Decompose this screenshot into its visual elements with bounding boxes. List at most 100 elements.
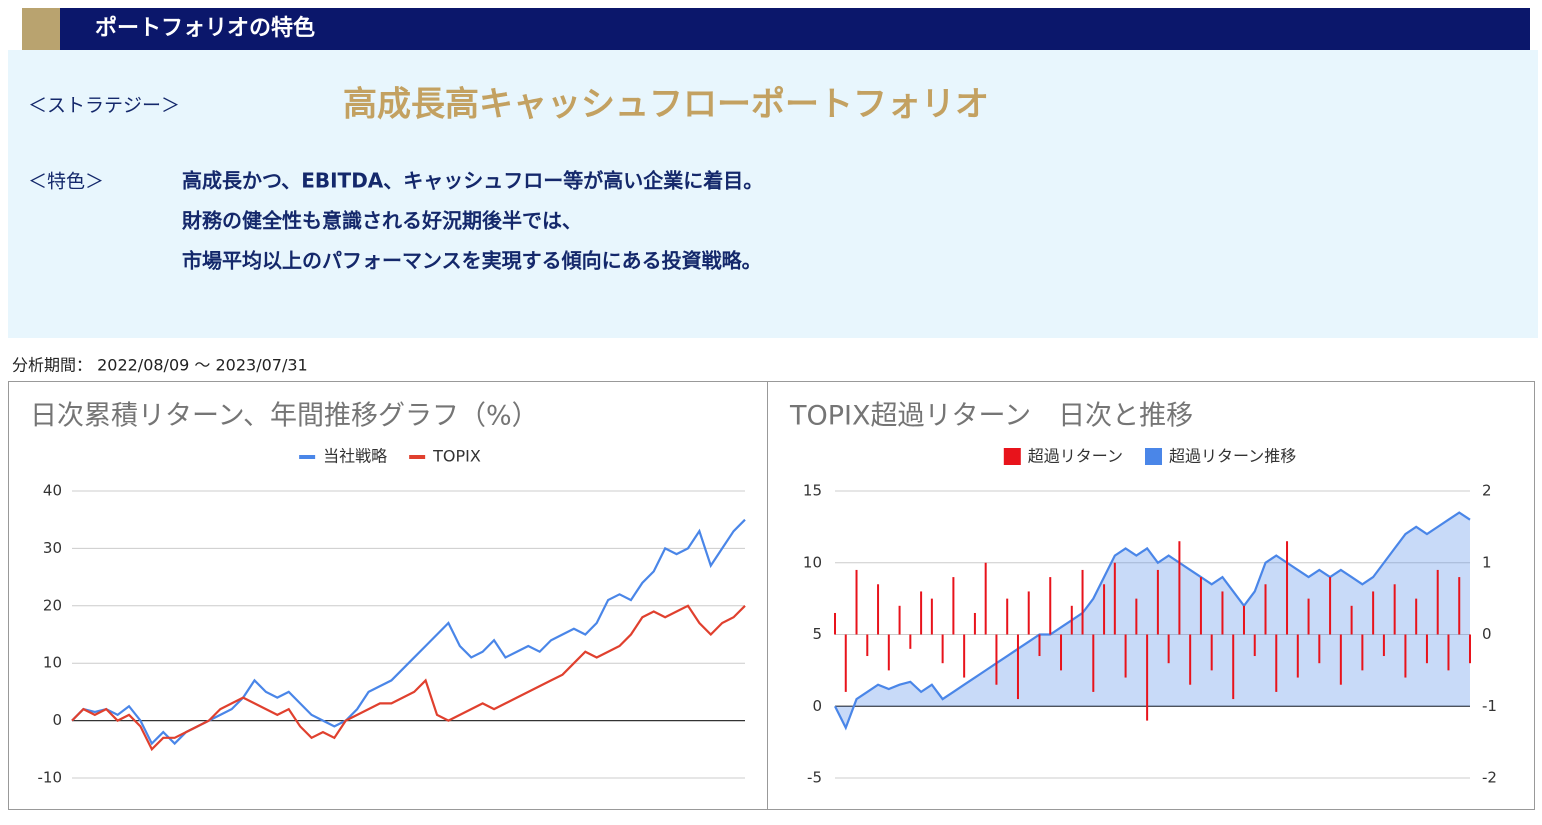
bar	[1156, 569, 1159, 635]
y-tick-label: 10	[803, 553, 822, 571]
bar	[1329, 577, 1332, 635]
bar	[1221, 591, 1224, 635]
bar	[1016, 634, 1019, 700]
strategy-name: 高成長高キャッシュフローポートフォリオ	[343, 85, 989, 125]
bar	[1350, 605, 1353, 635]
bar	[1070, 605, 1073, 635]
chart-frame	[8, 381, 768, 810]
bar	[887, 634, 890, 671]
bar	[1135, 598, 1138, 635]
bar	[855, 569, 858, 635]
y-tick-label: 15	[803, 482, 822, 500]
bar	[1264, 584, 1267, 635]
y2-tick-label: -2	[1482, 769, 1497, 787]
bar	[973, 612, 976, 635]
bar	[1253, 634, 1256, 657]
bar	[877, 584, 880, 635]
bar	[1382, 634, 1385, 657]
bar	[1060, 634, 1063, 671]
bar	[1286, 541, 1289, 635]
bar	[1146, 634, 1149, 721]
bar	[834, 612, 836, 635]
legend-label: 当社戦略	[323, 447, 387, 466]
bar	[909, 634, 912, 649]
bar	[1242, 605, 1245, 635]
bar	[1436, 569, 1439, 635]
y-tick-label: 20	[43, 596, 62, 614]
bar	[1199, 577, 1202, 635]
bar	[1361, 634, 1364, 671]
chart-frame	[767, 381, 1535, 810]
legend-swatch	[1003, 448, 1021, 465]
bar	[1210, 634, 1213, 671]
strategy-label: ＜ストラテジー＞	[28, 95, 180, 117]
bar	[1393, 584, 1396, 635]
bar	[1103, 584, 1106, 635]
bar	[963, 634, 966, 678]
bar	[1458, 577, 1461, 635]
legend-swatch	[409, 455, 426, 459]
bar	[1318, 634, 1321, 664]
bar	[995, 634, 998, 685]
bar	[1469, 634, 1471, 664]
legend-label: 超過リターン	[1028, 447, 1123, 466]
header-accent	[22, 8, 60, 50]
legend-swatch	[1145, 448, 1162, 465]
bar	[1049, 577, 1052, 635]
features-label: ＜特色＞	[28, 171, 104, 193]
y-tick-label: -5	[807, 769, 822, 787]
header-bar	[22, 8, 1530, 50]
y2-tick-label: -1	[1482, 697, 1497, 715]
feature-line: 市場平均以上のパフォーマンスを実現する傾向にある投資戦略。	[182, 249, 762, 273]
bar	[1092, 634, 1095, 692]
bar	[898, 605, 901, 635]
legend-swatch	[299, 455, 316, 459]
header-title: ポートフォリオの特色	[95, 15, 315, 41]
bar	[844, 634, 847, 692]
legend-label: 超過リターン推移	[1169, 447, 1296, 466]
bar	[1296, 634, 1299, 678]
y-tick-label: -10	[38, 769, 63, 787]
info-panel	[8, 50, 1538, 338]
y2-tick-label: 0	[1482, 625, 1492, 643]
bar	[1307, 598, 1310, 635]
bar	[1232, 634, 1235, 700]
feature-line: 高成長かつ、EBITDA、キャッシュフロー等が高い企業に着目。	[182, 169, 763, 193]
period: 分析期間： 2022/08/09 ～ 2023/07/31	[12, 356, 308, 375]
y2-tick-label: 2	[1482, 482, 1492, 500]
series-line	[71, 518, 746, 746]
chart-title: TOPIX超過リターン 日次と推移	[789, 401, 1193, 432]
bar	[1189, 634, 1192, 685]
bar	[1372, 591, 1375, 635]
bar	[1339, 634, 1342, 685]
y-tick-label: 30	[43, 539, 62, 557]
series-line	[71, 604, 746, 752]
bar	[1124, 634, 1127, 678]
bar	[1081, 569, 1084, 635]
bar	[920, 591, 923, 635]
y-tick-label: 40	[43, 482, 62, 500]
series-line	[834, 511, 1471, 731]
bar	[984, 562, 987, 635]
chart-title: 日次累積リターン、年間推移グラフ（%）	[30, 401, 539, 432]
bar	[1415, 598, 1418, 635]
bar	[1404, 634, 1407, 678]
bar	[941, 634, 944, 664]
bar	[1006, 598, 1009, 635]
bar	[930, 598, 933, 635]
bar	[866, 634, 869, 657]
y-tick-label: 10	[43, 654, 62, 672]
bar	[1027, 591, 1030, 635]
legend-label: TOPIX	[432, 447, 481, 466]
y-tick-label: 5	[812, 625, 822, 643]
bar	[1167, 634, 1170, 664]
bar	[1275, 634, 1278, 692]
bar	[1425, 634, 1428, 664]
bar	[1038, 634, 1041, 657]
bar	[952, 577, 955, 635]
area-fill	[835, 512, 1470, 728]
bar	[1447, 634, 1450, 671]
y-tick-label: 0	[52, 711, 62, 729]
